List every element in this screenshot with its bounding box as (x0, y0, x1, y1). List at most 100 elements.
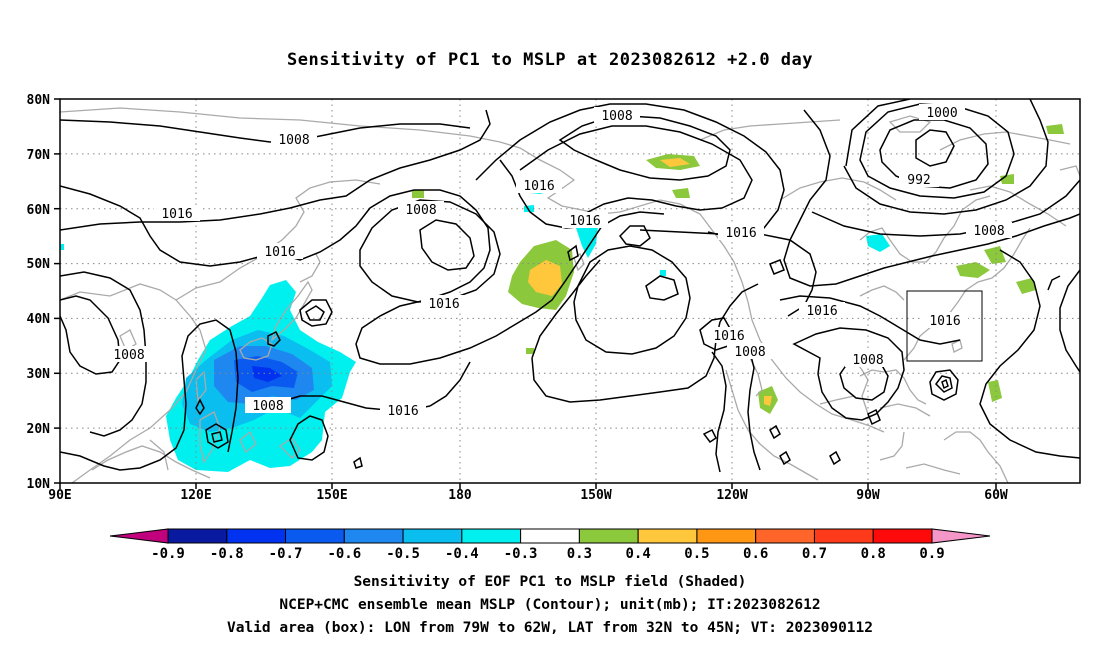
contour-line (845, 99, 911, 167)
lon-label: 120E (180, 488, 211, 503)
positive-shade-region (672, 188, 690, 198)
contour-line (929, 369, 959, 401)
colorbar-tick-label: -0.5 (386, 546, 420, 562)
contour-line (792, 327, 905, 421)
lon-label: 60W (984, 488, 1008, 503)
colorbar-tick-label: -0.8 (210, 546, 244, 562)
contour-line (783, 109, 1080, 287)
coastline (888, 115, 932, 133)
coastline (943, 431, 1009, 483)
graticule (60, 99, 1080, 483)
coastline (239, 337, 273, 361)
contour-line (195, 398, 205, 416)
contour-line (419, 219, 475, 271)
negative-shade-region (60, 244, 64, 250)
coastline (859, 369, 927, 405)
positive-shade-region (528, 260, 562, 296)
contour-line (619, 225, 651, 247)
contour-label: 992 (907, 173, 930, 188)
lon-label: 180 (448, 488, 472, 503)
colorbar-tick-label: 0.3 (567, 546, 592, 562)
colorbar-cell (520, 528, 580, 544)
axis-ticks (54, 98, 997, 489)
colorbar-tick-label: 0.5 (684, 546, 709, 562)
contour-label: 1016 (523, 179, 554, 194)
contour-line (531, 283, 759, 403)
contour-label: 1016 (929, 314, 960, 329)
contour-line (60, 319, 239, 471)
colorbar-cell (402, 528, 463, 544)
colorbar-cell (637, 528, 698, 544)
coastline (939, 131, 1071, 151)
coastline (879, 431, 905, 461)
colorbar-tick-label: 0.6 (743, 546, 768, 562)
caption-shading: Sensitivity of EOF PC1 to MSLP field (Sh… (353, 574, 747, 590)
contour-label: 1008 (278, 133, 309, 148)
lon-label: 120W (716, 488, 747, 503)
positive-shade-region (1000, 174, 1014, 184)
contour-line (645, 275, 679, 301)
coastline (499, 141, 661, 215)
coastline (725, 369, 819, 481)
coastline (60, 107, 501, 143)
contour-line (711, 351, 727, 473)
contour-labels: 1008 1008 1000 992 1016 1016 1008 1016 1… (106, 104, 1012, 419)
lon-label: 150W (580, 488, 611, 503)
contour-line (60, 179, 371, 231)
coastline (119, 329, 137, 351)
colorbar-left-arrow (109, 528, 169, 544)
coastline (951, 339, 963, 353)
contour-line (935, 375, 953, 393)
contour-line (979, 249, 1080, 459)
contour-label: 1016 (806, 304, 837, 319)
lat-label: 80N (27, 93, 51, 108)
contour-line (429, 361, 471, 407)
contour-line (305, 305, 325, 321)
coastline (819, 395, 855, 405)
positive-shade-region (988, 380, 1002, 402)
coastline (905, 463, 961, 475)
negative-shade-region (660, 270, 666, 276)
coastline (278, 437, 301, 459)
negative-shade-region (252, 366, 282, 382)
contour-label: 1016 (569, 214, 600, 229)
lat-label: 50N (27, 257, 51, 272)
contour-line (60, 295, 121, 375)
coastline (779, 177, 897, 201)
contour-line (779, 295, 961, 345)
positive-shade-region (956, 262, 990, 278)
contour-line (267, 330, 281, 347)
contour-line (519, 125, 753, 223)
colorbar-cell (285, 528, 345, 544)
valid-area-box (906, 290, 983, 362)
contour-label: 1008 (973, 224, 1004, 239)
positive-shade-region (412, 190, 424, 198)
contour-line (843, 99, 1049, 215)
lat-label: 40N (27, 312, 51, 327)
colorbar-tick-label: -0.9 (151, 546, 185, 562)
page-title: Sensitivity of PC1 to MSLP at 2023082612… (286, 50, 813, 70)
contour-label: 1008 (734, 345, 765, 360)
coastline (699, 119, 841, 141)
contour-line (811, 179, 1080, 237)
positive-shade-region (1016, 278, 1036, 294)
positive-shade-region (1046, 124, 1064, 134)
contour-line (769, 424, 781, 440)
contour-line (829, 450, 841, 466)
colorbar-cell (461, 528, 522, 544)
contour-line (779, 450, 791, 466)
colorbar-tick-label: 0.4 (626, 546, 651, 562)
coastline (175, 179, 381, 301)
coastline (299, 253, 321, 283)
contour-line (769, 259, 785, 275)
coastline (1059, 165, 1080, 177)
contour-line (702, 428, 717, 444)
contour-line (353, 456, 363, 469)
negative-shade-region (866, 234, 890, 252)
colorbar-cell (226, 528, 287, 544)
lat-label: 30N (27, 367, 51, 382)
longitude-labels: 90E 120E 150E 180 150W 120W 90W 60W (48, 488, 1008, 503)
lon-label: 150E (316, 488, 347, 503)
contour-line (60, 185, 665, 365)
